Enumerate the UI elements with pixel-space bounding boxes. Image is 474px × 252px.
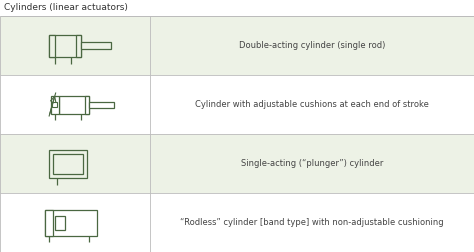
Bar: [49, 35, 81, 56]
Text: Cylinder with adjustable cushions at each end of stroke: Cylinder with adjustable cushions at eac…: [195, 100, 429, 109]
Bar: [0, 16, 474, 75]
Bar: [76, 35, 81, 56]
Bar: [49, 149, 87, 177]
Bar: [0, 134, 474, 193]
Bar: [55, 215, 65, 230]
Bar: [49, 35, 55, 56]
Bar: [0, 75, 474, 134]
Bar: [81, 42, 111, 49]
Bar: [51, 96, 59, 113]
Bar: [45, 209, 97, 236]
Bar: [89, 102, 114, 108]
Text: Single-acting (“plunger”) cylinder: Single-acting (“plunger”) cylinder: [241, 159, 383, 168]
Bar: [59, 96, 89, 113]
Bar: [45, 209, 53, 236]
Text: Double-acting cylinder (single rod): Double-acting cylinder (single rod): [239, 41, 385, 50]
Bar: [53, 102, 57, 107]
Bar: [0, 193, 474, 252]
Bar: [85, 96, 89, 113]
Text: “Rodless” cylinder [band type] with non-adjustable cushioning: “Rodless” cylinder [band type] with non-…: [180, 218, 444, 227]
Text: Cylinders (linear actuators): Cylinders (linear actuators): [4, 3, 128, 12]
Bar: [53, 153, 83, 173]
